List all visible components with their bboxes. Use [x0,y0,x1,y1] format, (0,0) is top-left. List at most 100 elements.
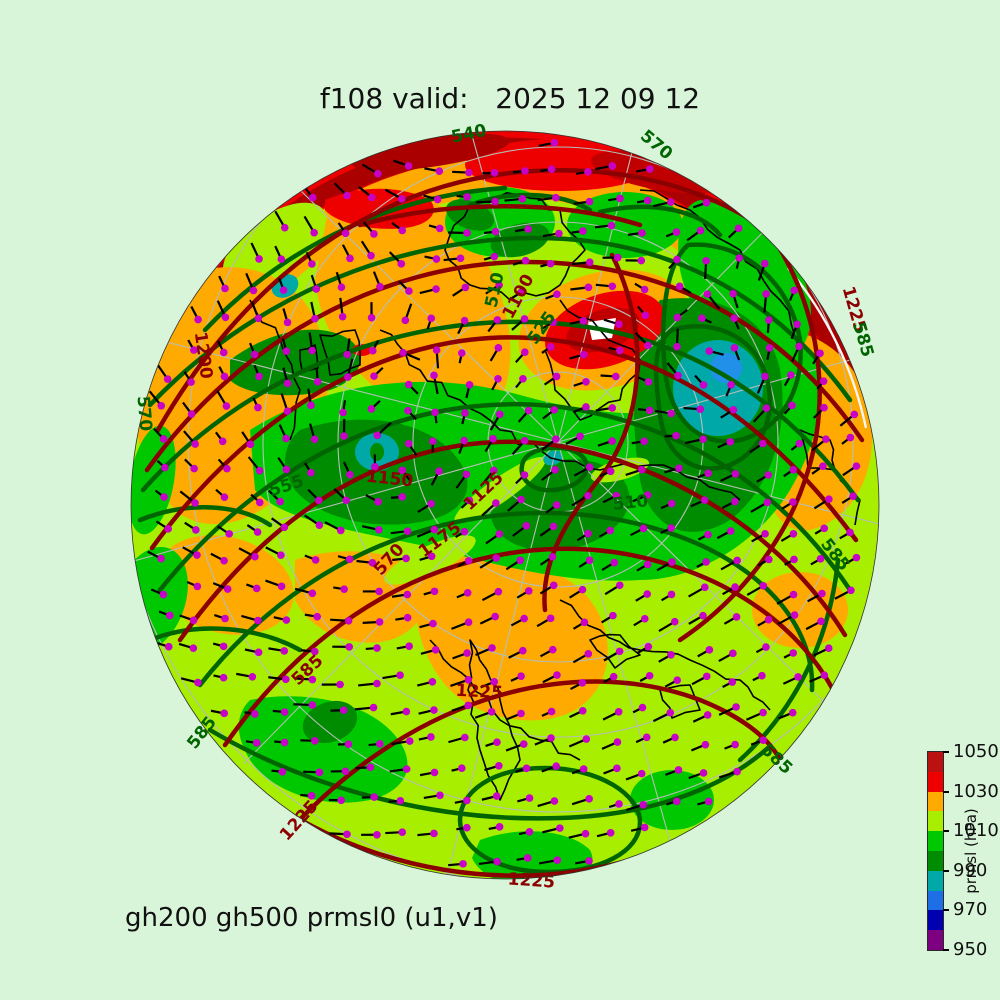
wind-vector-dot [193,551,201,559]
wind-vector-dot [430,768,439,777]
wind-vector-dot [642,733,651,742]
wind-vector-dot [493,316,502,324]
wind-vector-dot [375,618,384,626]
wind-vector-dot [846,433,855,442]
wind-vector-dot [164,525,172,533]
wind-vector-dot [343,350,352,359]
wind-vector-dot [492,554,500,562]
wind-vector-dot [463,229,471,237]
wind-vector-dot [520,315,529,323]
wind-vector-dot [637,256,646,265]
wind-vector-dot [308,260,316,268]
wind-vector-dot [397,195,406,203]
wind-vector-dot [283,407,292,416]
wind-vector-dot [580,618,589,627]
wind-vector-dot [489,435,497,443]
wind-vector-dot [219,642,228,651]
wind-vector-dot [367,405,376,413]
wind-vector-dot [398,226,407,235]
wind-vector-dot [552,501,561,509]
wind-vector-dot [704,469,712,478]
wind-vector-dot [464,618,473,626]
wind-vector-dot [493,738,501,746]
wind-vector-dot [702,672,711,681]
wind-vector-dot [307,468,315,477]
wind-vector-dot [399,348,407,357]
wind-vector-dot [759,736,767,744]
wind-vector-dot [308,193,317,202]
wind-vector-dot [579,317,588,325]
wind-vector-dot [464,701,472,710]
wind-vector-dot [192,526,200,534]
wind-vector-dot [789,590,798,599]
wind-vector-dot [585,857,593,865]
wind-vector-dot [336,680,344,689]
colorbar-tickmark [943,909,949,912]
wind-vector-dot [398,828,407,836]
wind-vector-dot [465,168,473,177]
wind-vector-dot [585,258,594,266]
wind-vector-field [147,138,861,868]
colorbar-segment [928,791,943,812]
wind-vector-dot [427,552,436,561]
wind-vector-dot [225,530,234,538]
wind-vector-dot [638,703,647,712]
wind-vector-dot [280,523,289,532]
wind-vector-dot [616,194,624,203]
wind-vector-dot [764,471,773,479]
colorbar-segment [928,890,943,911]
colorbar-segment [928,850,943,871]
wind-vector-dot [765,316,773,324]
wind-vector-dot [731,583,739,591]
wind-vector-dot [517,495,525,504]
plot-footer-label: gh200 gh500 prmsl0 (u1,v1) [125,903,498,933]
graticule-lines [131,131,879,879]
wind-vector-dot [222,402,231,410]
wind-vector-dot [189,644,198,652]
wind-vector-dot [398,466,407,475]
wind-vector-dot [517,672,525,681]
wind-vector-dot [703,290,712,298]
wind-vector-dot [397,260,406,268]
wind-vector-dot [822,435,830,443]
colorbar-segment [928,771,943,792]
wind-vector-dot [640,285,649,294]
wind-vector-dot [194,678,202,687]
wind-vector-dot [492,499,500,507]
wind-vector-dot [402,707,411,716]
wind-vector-dot [280,738,289,747]
wind-vector-dot [735,254,743,262]
wind-vector-dot [461,409,469,417]
wind-vector-dot [846,528,854,537]
wind-vector-dot [254,314,263,323]
wind-vector-dot [578,706,587,715]
wind-vector-dot [795,439,804,448]
wind-vector-dot [249,286,258,295]
wind-vector-dot [282,347,291,355]
wind-vector-dot [404,406,412,415]
wind-vector-dot [521,167,529,175]
wind-vector-dot [190,346,198,354]
wind-vector-dot [252,584,261,593]
wind-vector-dot [671,733,679,742]
wind-vector-dot [705,646,714,654]
wind-vector-dot [432,346,441,354]
wind-vector-dot [187,378,195,386]
wind-vector-dot [820,524,829,533]
wind-vector-dot [342,496,351,505]
wind-vector-dot [550,797,559,805]
wind-vector-dot [672,797,681,806]
graticule-meridian [243,441,559,765]
wind-vector-dot [667,524,675,532]
wind-vector-dot [463,796,471,805]
wind-vector-dot [487,707,496,716]
contour-label: 570 [132,395,155,432]
wind-vector-dot [787,371,795,379]
wind-vector-dot [819,462,827,470]
wind-vector-dot [607,221,616,230]
wind-vector-dot [673,255,681,264]
wind-vector-dot [282,675,290,684]
wind-vector-dot [764,615,773,624]
